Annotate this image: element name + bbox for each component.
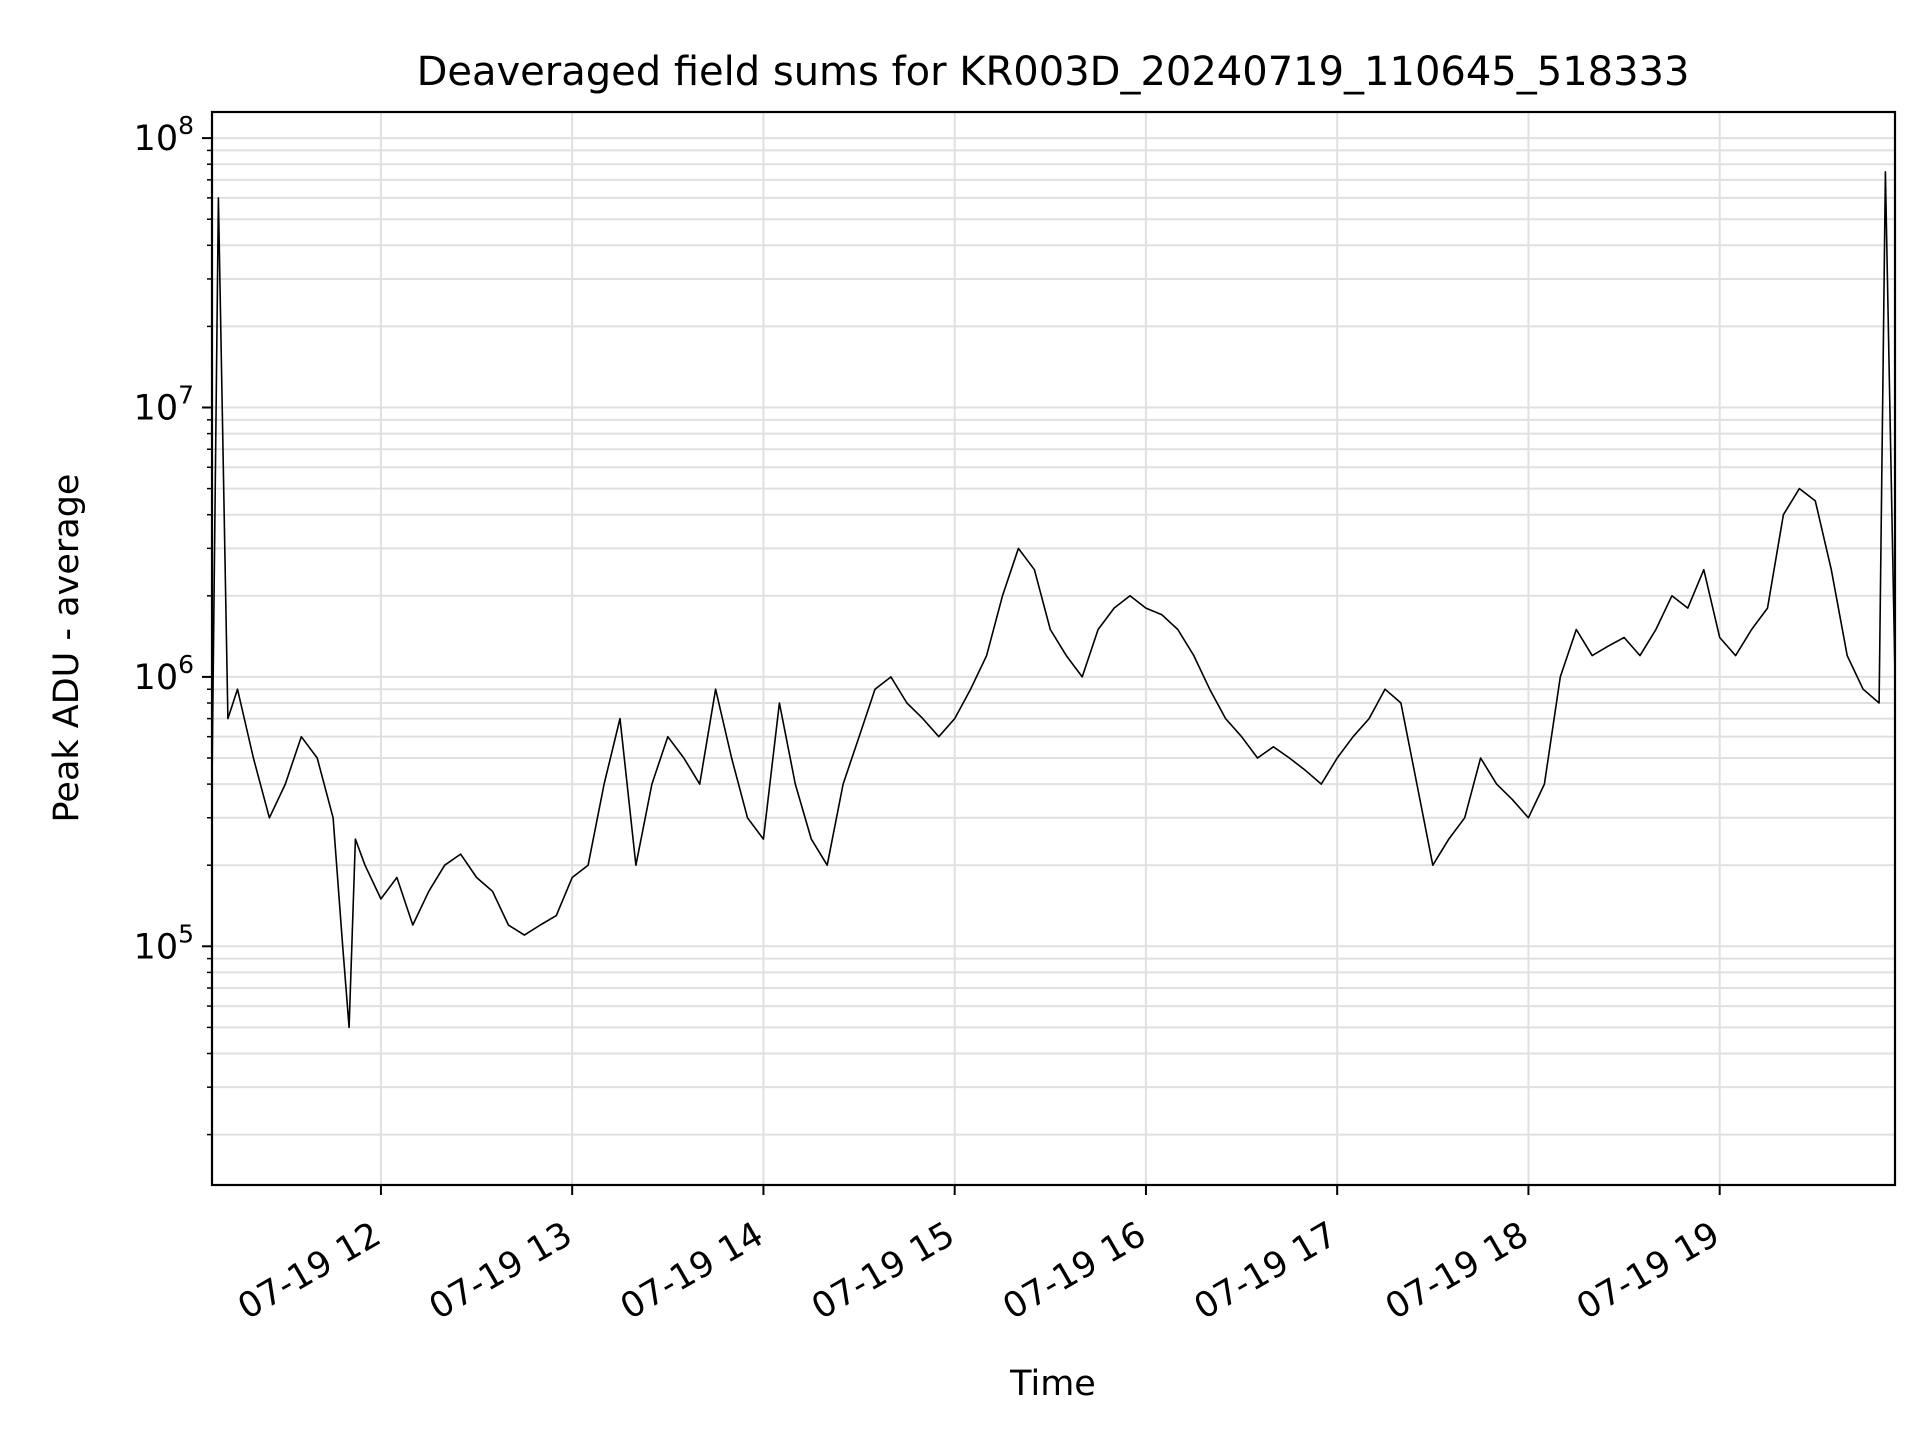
y-axis-label: Peak ADU - average	[47, 474, 87, 823]
x-axis-label: Time	[1009, 1364, 1096, 1404]
plot-frame	[210, 110, 1897, 1187]
y-tick-label: 105	[134, 919, 194, 967]
grid	[212, 112, 1895, 1185]
y-axis: 105 106 107 108	[134, 111, 212, 1136]
y-tick-label: 107	[134, 381, 194, 429]
chart-title: Deaveraged field sums for KR003D_2024071…	[417, 49, 1690, 95]
data-line	[211, 171, 1896, 1029]
y-tick-label: 108	[134, 111, 194, 159]
data-line-group	[211, 171, 1896, 1029]
y-tick-label: 106	[134, 650, 194, 698]
